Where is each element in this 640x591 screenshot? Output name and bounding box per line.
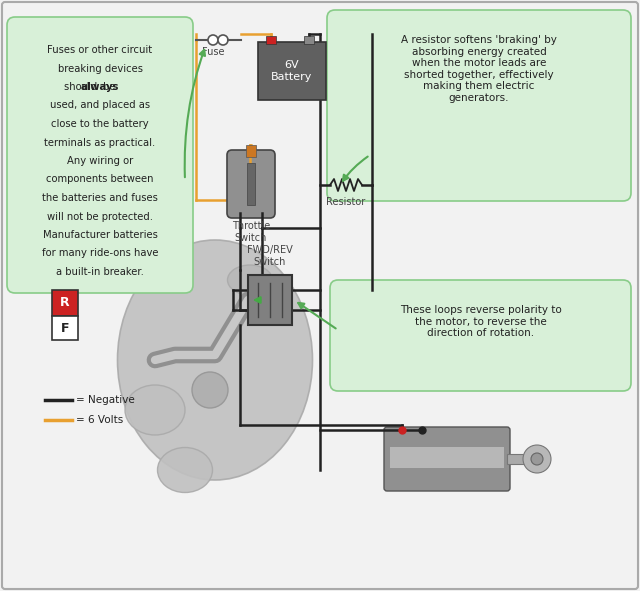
Bar [52,316,78,340]
Bar [246,145,256,157]
Text: Fuse: Fuse [202,47,224,57]
Ellipse shape [227,265,273,295]
Circle shape [192,372,228,408]
Text: Fuses or other circuit: Fuses or other circuit [47,45,152,55]
FancyBboxPatch shape [258,42,326,100]
Text: used, and placed as: used, and placed as [50,100,150,111]
Ellipse shape [118,240,312,480]
Text: should always be: should always be [57,82,143,92]
FancyBboxPatch shape [248,275,292,325]
Text: = 6 Volts: = 6 Volts [76,415,124,425]
Circle shape [523,445,551,473]
Text: breaking devices: breaking devices [58,63,143,73]
Text: for many ride-ons have: for many ride-ons have [42,248,158,258]
Text: F: F [61,322,69,335]
Bar [507,454,529,464]
Bar [390,447,504,467]
Bar [247,163,255,205]
Circle shape [531,453,543,465]
Text: = Negative: = Negative [76,395,135,405]
FancyBboxPatch shape [327,10,631,201]
FancyBboxPatch shape [330,280,631,391]
Text: R: R [60,297,70,310]
Text: Throttle
Switch: Throttle Switch [232,221,270,242]
Text: 6V
Battery: 6V Battery [271,60,313,82]
Text: be: be [100,82,115,92]
Text: Resistor: Resistor [326,197,365,207]
Text: Any wiring or: Any wiring or [67,156,133,166]
Text: a built-in breaker.: a built-in breaker. [56,267,144,277]
Bar [52,290,78,316]
Text: components between: components between [46,174,154,184]
Text: should: should [63,82,100,92]
Text: A resistor softens 'braking' by
absorbing energy created
when the motor leads ar: A resistor softens 'braking' by absorbin… [401,35,557,103]
Ellipse shape [125,385,185,435]
Text: These loops reverse polarity to
the motor, to reverse the
direction of rotation.: These loops reverse polarity to the moto… [400,305,562,338]
Text: will not be protected.: will not be protected. [47,212,153,222]
Circle shape [208,35,218,45]
Ellipse shape [157,447,212,492]
Text: FWD/REV
Switch: FWD/REV Switch [247,245,293,267]
Text: the batteries and fuses: the batteries and fuses [42,193,158,203]
FancyBboxPatch shape [7,17,193,293]
FancyBboxPatch shape [227,150,275,218]
Bar [266,36,276,44]
Text: terminals as practical.: terminals as practical. [44,138,156,148]
Circle shape [218,35,228,45]
Bar [304,36,314,44]
FancyBboxPatch shape [384,427,510,491]
Text: Manufacturer batteries: Manufacturer batteries [43,230,157,240]
Text: close to the battery: close to the battery [51,119,149,129]
Text: always: always [81,82,119,92]
